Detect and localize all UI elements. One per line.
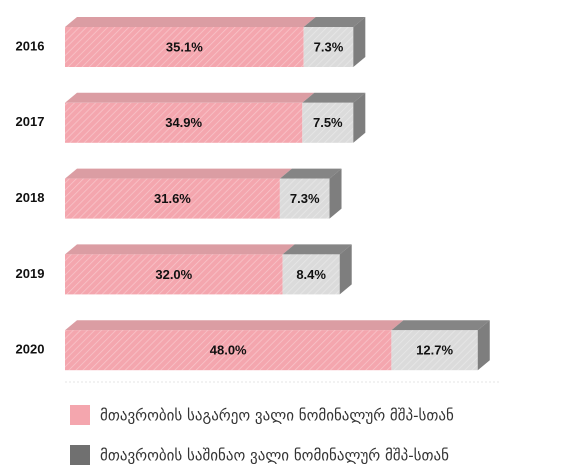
bar-side [353,17,366,67]
bar-top [282,244,352,255]
bar-top [65,92,315,103]
bar-top [65,168,292,179]
legend-label: მთავრობის საშინაო ვალი ნომინალურ მშპ-სთა… [100,447,449,465]
y-tick-label: 2017 [16,114,45,129]
bar-texture [65,178,280,219]
bar-texture [303,27,354,67]
data-label: 48.0% [210,343,247,358]
data-label: 31.6% [154,191,191,206]
bar-texture [65,330,392,371]
legend-label: მთავრობის საგარეო ვალი ნომინალურ მშპ-სთა… [100,407,454,425]
bar-top [391,320,490,331]
data-label: 8.4% [296,267,326,282]
data-label: 7.3% [290,191,320,206]
bar-texture [279,178,330,219]
bar-side [329,168,342,219]
bar-texture [282,254,340,295]
y-tick-label: 2020 [16,342,45,357]
y-tick-label: 2016 [16,38,45,53]
bar-top [65,320,404,331]
bar-top [279,168,342,179]
y-tick-label: 2019 [16,266,45,281]
bar-texture [65,254,283,295]
legend-swatch [70,405,90,425]
bar-top [302,92,366,103]
bar-texture [391,330,478,371]
data-label: 7.3% [314,39,344,54]
data-label: 12.7% [416,343,453,358]
bar-side [477,320,490,371]
bar-side [339,244,352,295]
data-label: 35.1% [166,39,203,54]
data-label: 7.5% [313,115,343,130]
bar-texture [65,102,303,143]
y-tick-label: 2018 [16,190,45,205]
bar-texture [65,27,304,67]
bar-texture [302,102,354,143]
bar-side [353,92,366,143]
bar-top [65,244,295,255]
bar-top [303,17,366,27]
legend-swatch [70,445,90,465]
data-label: 34.9% [165,115,202,130]
data-label: 32.0% [155,267,192,282]
bar-top [65,17,316,27]
